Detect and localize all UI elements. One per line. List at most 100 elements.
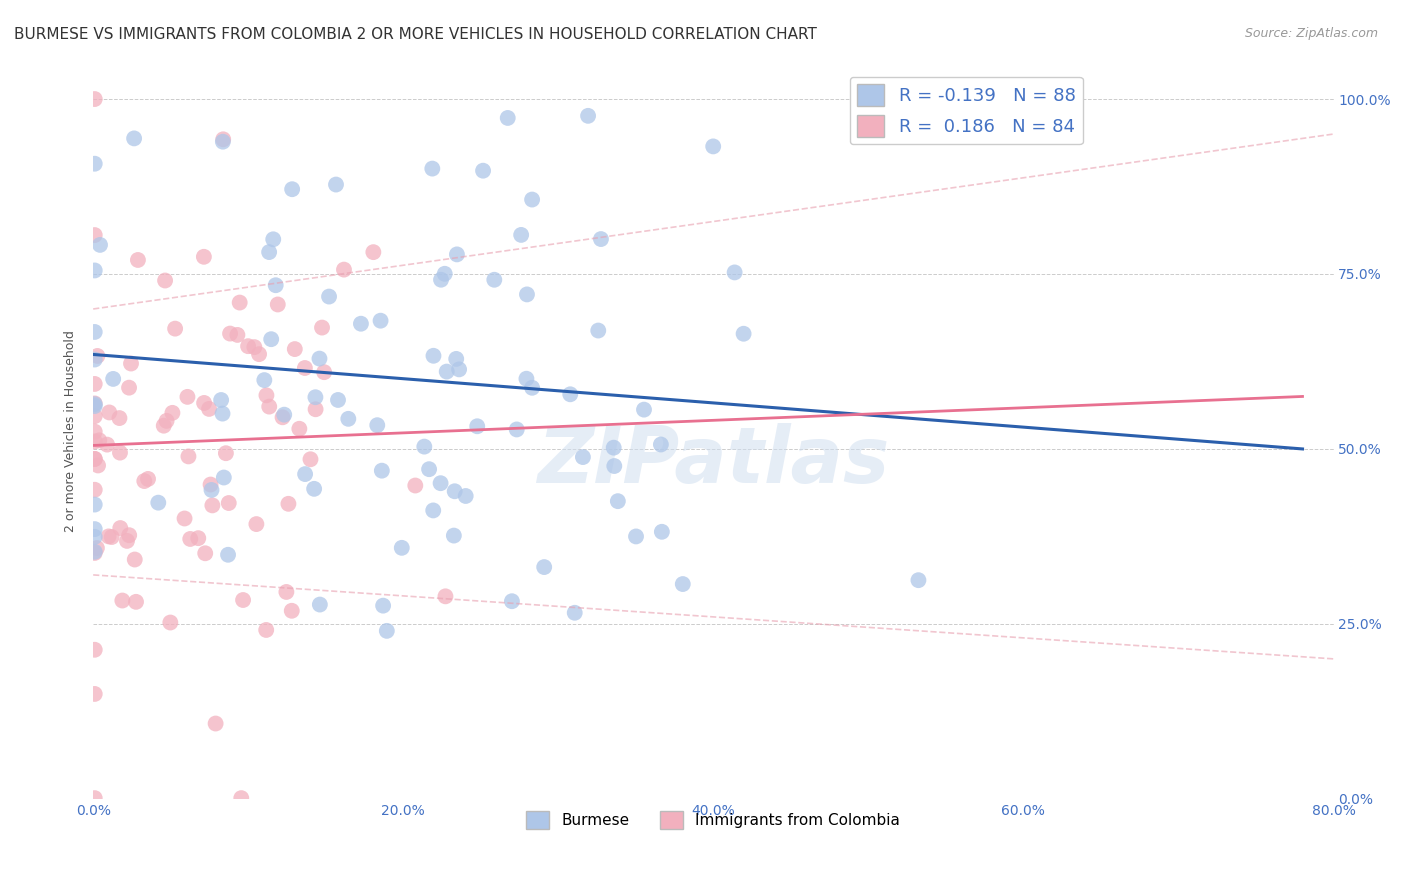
Point [304,390,326,404]
Point [83,92,105,106]
Point [560,387,582,401]
Point [314,365,336,379]
Point [277,497,299,511]
Point [83,325,105,339]
Point [602,441,624,455]
Point [733,326,755,341]
Point [318,289,340,303]
Point [83,434,105,449]
Point [253,373,276,387]
Y-axis label: 2 or more Vehicles in Household: 2 or more Vehicles in Household [65,331,77,533]
Point [194,546,217,560]
Point [83,397,105,411]
Point [212,135,235,149]
Point [201,499,224,513]
Point [430,273,453,287]
Point [89,238,111,252]
Point [501,594,523,608]
Point [350,317,373,331]
Point [257,400,280,414]
Point [363,245,385,260]
Point [443,528,465,542]
Point [193,396,215,410]
Point [633,402,655,417]
Point [83,452,105,467]
Point [173,511,195,525]
Point [101,372,124,386]
Point [434,590,457,604]
Point [326,392,349,407]
Point [212,132,235,146]
Point [672,577,695,591]
Point [83,409,105,424]
Point [651,524,673,539]
Point [422,349,444,363]
Point [443,484,465,499]
Point [193,250,215,264]
Point [83,425,105,439]
Point [83,228,105,243]
Point [515,372,537,386]
Point [454,489,477,503]
Point [111,593,134,607]
Point [83,498,105,512]
Point [83,352,105,367]
Point [337,412,360,426]
Point [516,287,538,301]
Point [391,541,413,555]
Point [257,245,280,260]
Point [215,446,238,460]
Point [152,418,174,433]
Point [276,585,298,599]
Point [264,278,287,293]
Point [97,529,120,543]
Point [589,232,612,246]
Point [200,477,222,491]
Point [723,265,745,279]
Point [83,545,105,559]
Point [136,472,159,486]
Point [624,529,647,543]
Point [413,440,436,454]
Point [603,458,626,473]
Point [198,401,221,416]
Point [446,247,468,261]
Point [98,405,121,419]
Point [211,407,233,421]
Point [366,418,388,433]
Point [187,531,209,545]
Point [294,361,316,376]
Point [83,642,105,657]
Point [153,273,176,287]
Point [200,483,222,497]
Point [83,530,105,544]
Point [510,227,533,242]
Point [125,595,148,609]
Point [204,716,226,731]
Point [333,262,356,277]
Point [256,388,278,402]
Point [520,193,543,207]
Point [83,376,105,391]
Point [83,396,105,410]
Text: Source: ZipAtlas.com: Source: ZipAtlas.com [1244,27,1378,40]
Point [308,351,330,366]
Point [294,467,316,481]
Point [165,321,187,335]
Point [304,402,326,417]
Point [371,599,394,613]
Point [375,624,398,638]
Point [100,530,122,544]
Point [606,494,628,508]
Point [83,263,105,277]
Point [262,232,284,246]
Point [219,326,242,341]
Point [179,532,201,546]
Point [273,408,295,422]
Point [217,548,239,562]
Point [371,464,394,478]
Point [228,295,250,310]
Point [236,339,259,353]
Point [245,517,267,532]
Point [162,406,184,420]
